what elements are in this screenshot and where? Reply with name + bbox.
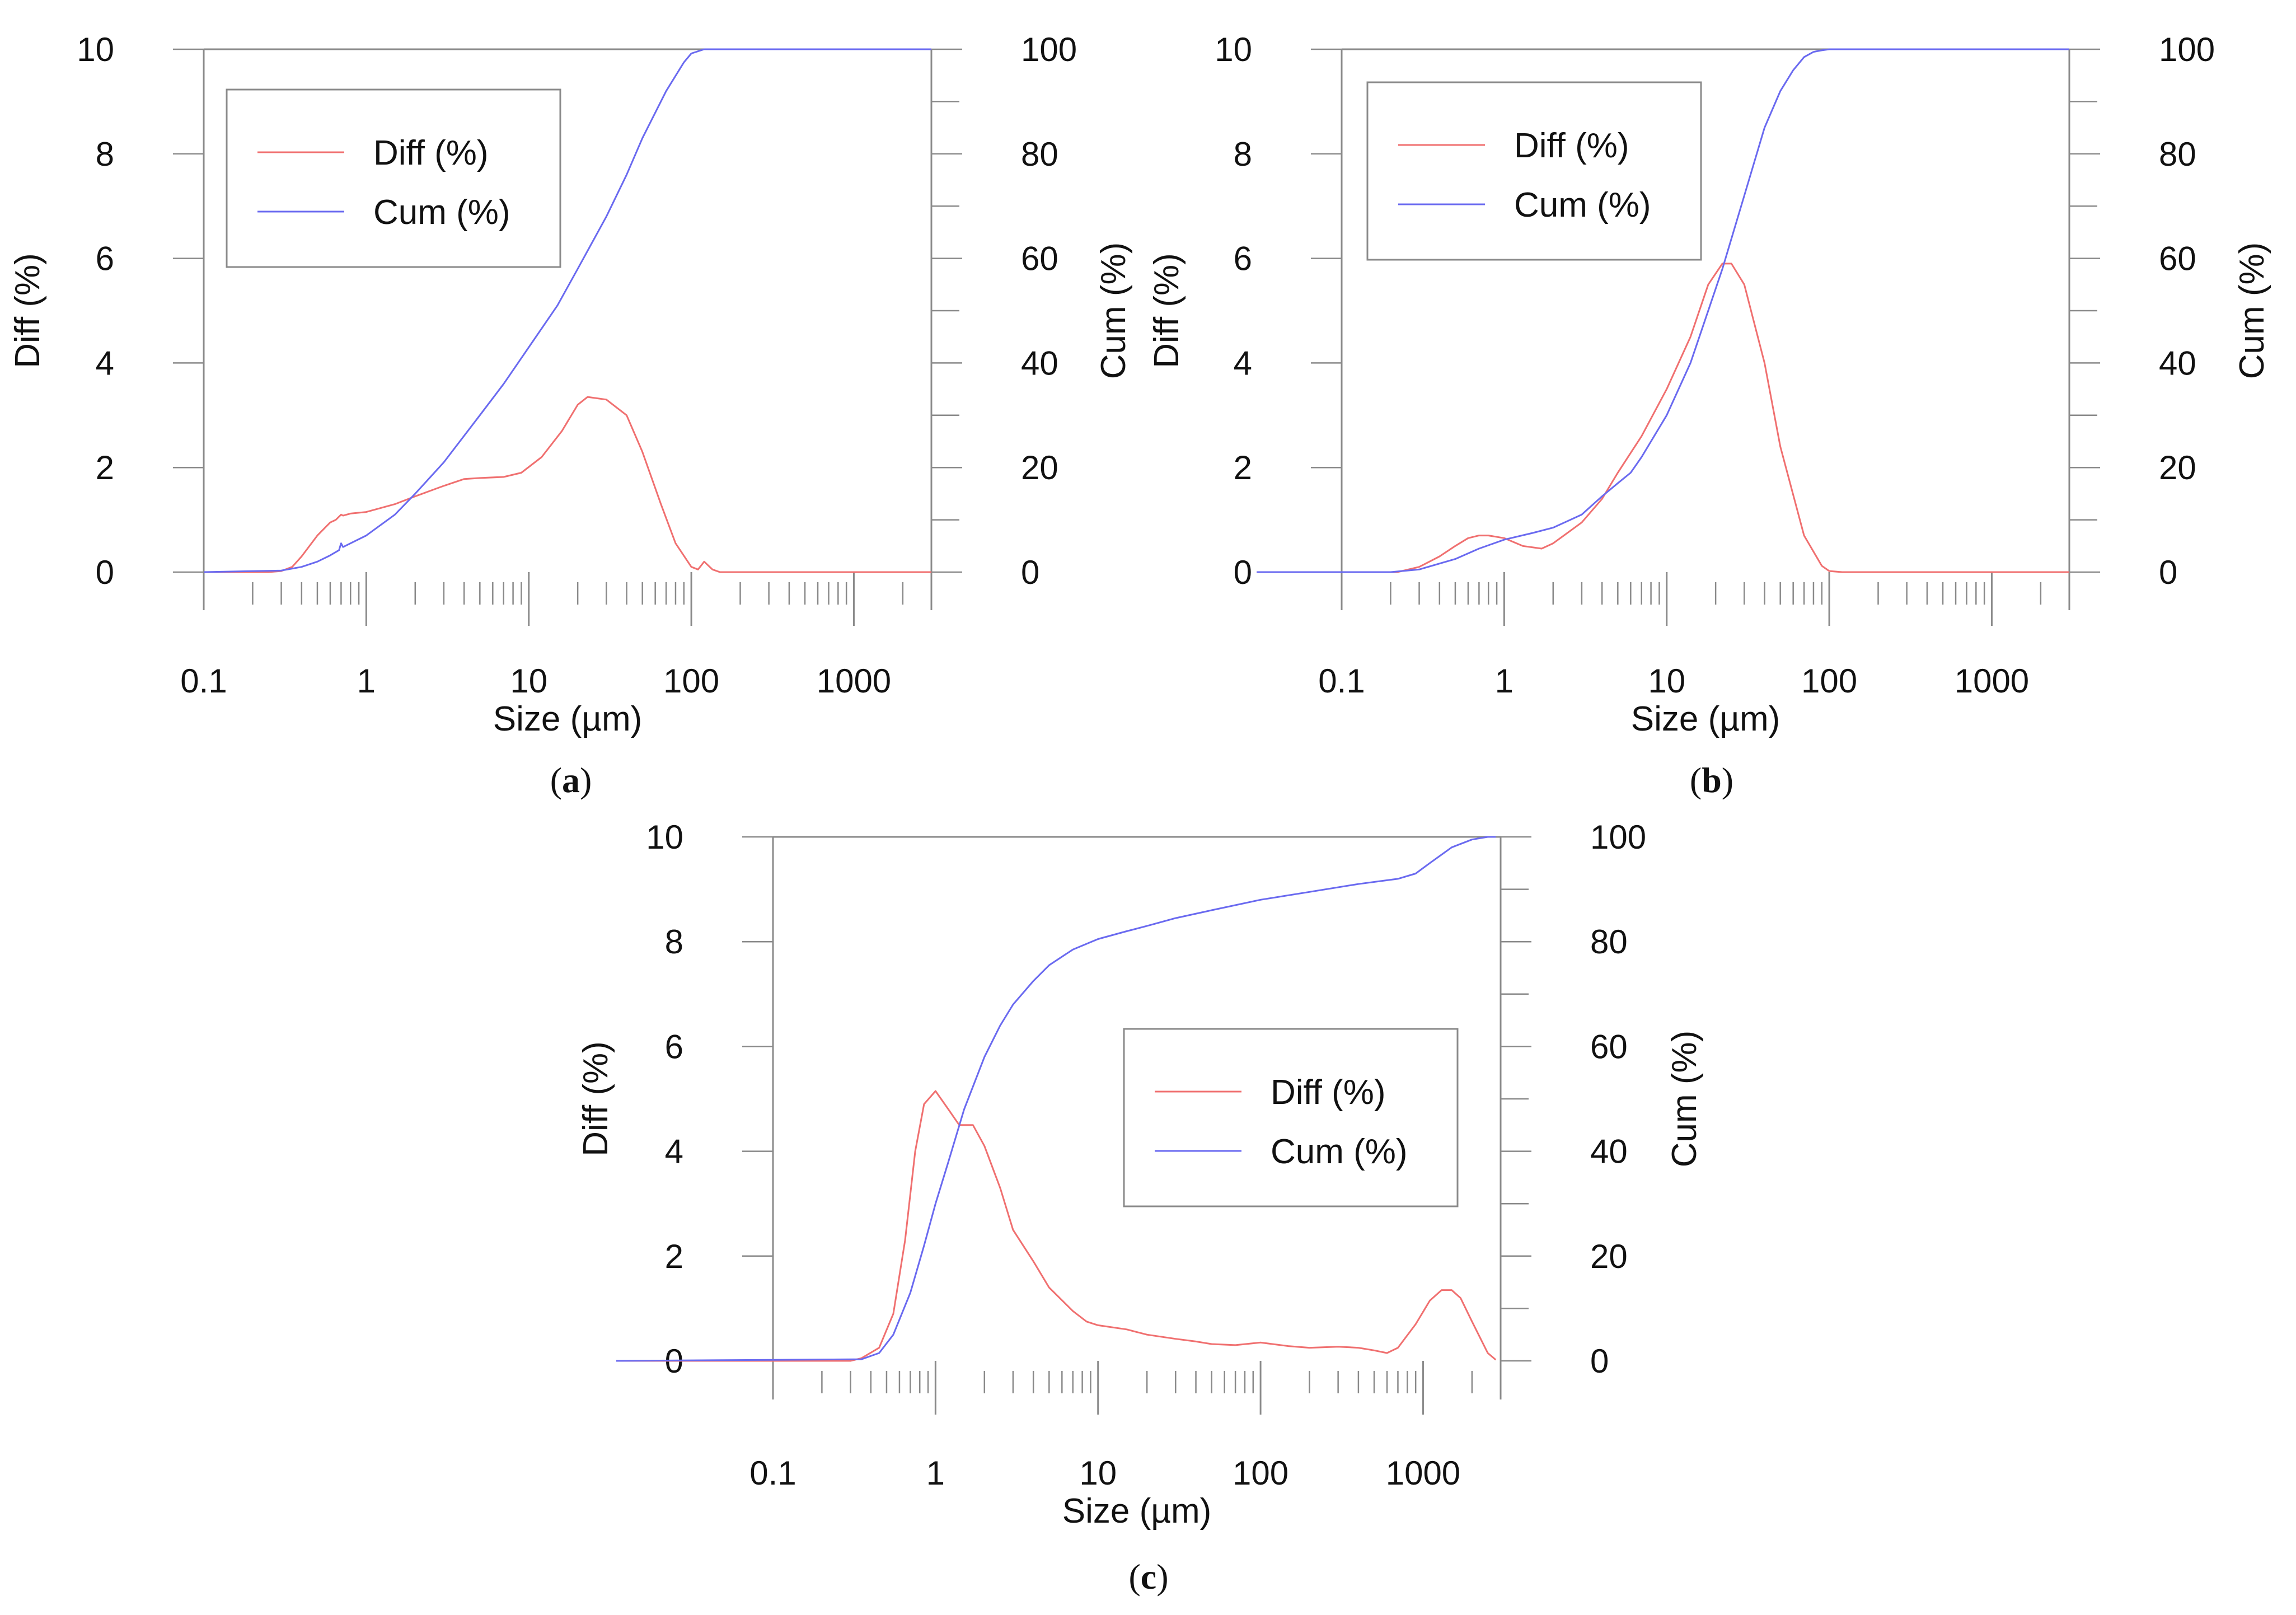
y-left-axis-label: Diff (%)	[577, 1041, 615, 1157]
x-tick-label: 10	[510, 662, 547, 700]
y-left-tick-label: 8	[1234, 135, 1252, 173]
y-left-tick-label: 10	[1215, 31, 1252, 68]
x-tick-label: 1	[357, 662, 376, 700]
y-left-tick-label: 4	[665, 1133, 683, 1171]
x-axis-label: Size (µm)	[493, 700, 643, 738]
y-left-tick-label: 8	[665, 923, 683, 961]
legend-label-diff: Diff (%)	[1514, 127, 1629, 165]
y-left-tick-label: 4	[1234, 344, 1252, 382]
x-tick-label: 100	[663, 662, 719, 700]
y-right-tick-label: 80	[2159, 135, 2196, 173]
y-right-tick-label: 0	[1021, 554, 1039, 591]
y-right-tick-label: 60	[2159, 240, 2196, 278]
x-axis-label: Size (µm)	[1631, 700, 1780, 738]
y-left-axis-label: Diff (%)	[1147, 253, 1186, 368]
y-left-tick-label: 6	[96, 240, 114, 278]
y-right-tick-label: 40	[1021, 344, 1058, 382]
legend: Diff (%) Cum (%)	[1366, 81, 1702, 261]
x-tick-label: 100	[1233, 1454, 1288, 1492]
x-tick-label: 10	[1648, 662, 1685, 700]
y-right-tick-label: 100	[2159, 31, 2215, 68]
x-tick-label: 10	[1079, 1454, 1117, 1492]
x-axis-label: Size (µm)	[1062, 1492, 1212, 1530]
legend-label-cum: Cum (%)	[1271, 1132, 1408, 1171]
legend-box	[1366, 81, 1702, 261]
x-tick-label: 1	[926, 1454, 945, 1492]
legend-label-diff: Diff (%)	[373, 134, 489, 172]
panel-caption: (a)	[550, 760, 592, 800]
y-left-tick-label: 2	[1234, 449, 1252, 486]
y-right-axis-label: Cum (%)	[2233, 242, 2271, 380]
x-tick-label: 1000	[817, 662, 891, 700]
series-line-diff	[1257, 263, 2069, 573]
series-line-diff	[616, 1090, 1497, 1362]
legend-box	[1123, 1028, 1459, 1207]
x-tick-label: 1000	[1955, 662, 2029, 700]
y-left-tick-label: 10	[77, 31, 114, 68]
legend-box	[226, 88, 561, 268]
legend-label-cum: Cum (%)	[373, 193, 510, 232]
y-right-tick-label: 80	[1590, 923, 1628, 961]
y-right-axis-label: Cum (%)	[1665, 1031, 1704, 1168]
y-right-tick-label: 60	[1590, 1028, 1628, 1065]
x-tick-label: 1	[1495, 662, 1514, 700]
y-left-tick-label: 6	[1234, 240, 1252, 278]
y-left-tick-label: 8	[96, 135, 114, 173]
y-left-tick-label: 0	[1234, 554, 1252, 591]
panel-caption: (b)	[1690, 760, 1733, 800]
series-line-cum	[1257, 48, 2069, 573]
y-right-tick-label: 100	[1021, 31, 1077, 68]
x-tick-label: 1000	[1386, 1454, 1460, 1492]
y-right-tick-label: 40	[2159, 344, 2196, 382]
panel-caption: (c)	[1128, 1557, 1168, 1597]
y-left-tick-label: 0	[96, 554, 114, 591]
series-line-diff	[204, 396, 931, 573]
x-tick-label: 0.1	[749, 1454, 796, 1492]
y-right-tick-label: 60	[1021, 240, 1058, 278]
legend-label-diff: Diff (%)	[1271, 1073, 1386, 1112]
y-right-tick-label: 0	[1590, 1342, 1609, 1380]
series-line-cum	[204, 48, 931, 573]
y-left-tick-label: 2	[96, 449, 114, 486]
y-right-tick-label: 20	[2159, 449, 2196, 486]
y-right-tick-label: 20	[1021, 449, 1058, 486]
legend-label-cum: Cum (%)	[1514, 186, 1651, 224]
y-left-tick-label: 6	[665, 1028, 683, 1065]
y-right-tick-label: 0	[2159, 554, 2177, 591]
legend: Diff (%) Cum (%)	[226, 88, 561, 268]
y-right-tick-label: 20	[1590, 1238, 1628, 1275]
y-right-tick-label: 100	[1590, 818, 1646, 856]
y-left-tick-label: 4	[96, 344, 114, 382]
y-left-axis-label: Diff (%)	[8, 253, 47, 368]
y-left-tick-label: 2	[665, 1238, 683, 1275]
legend: Diff (%) Cum (%)	[1123, 1028, 1459, 1207]
y-left-tick-label: 10	[646, 818, 683, 856]
x-tick-label: 100	[1801, 662, 1857, 700]
y-right-tick-label: 40	[1590, 1133, 1628, 1171]
x-tick-label: 0.1	[180, 662, 227, 700]
x-tick-label: 0.1	[1318, 662, 1365, 700]
y-right-axis-label: Cum (%)	[1094, 242, 1133, 380]
y-right-tick-label: 80	[1021, 135, 1058, 173]
series-line-cum	[616, 836, 1496, 1362]
